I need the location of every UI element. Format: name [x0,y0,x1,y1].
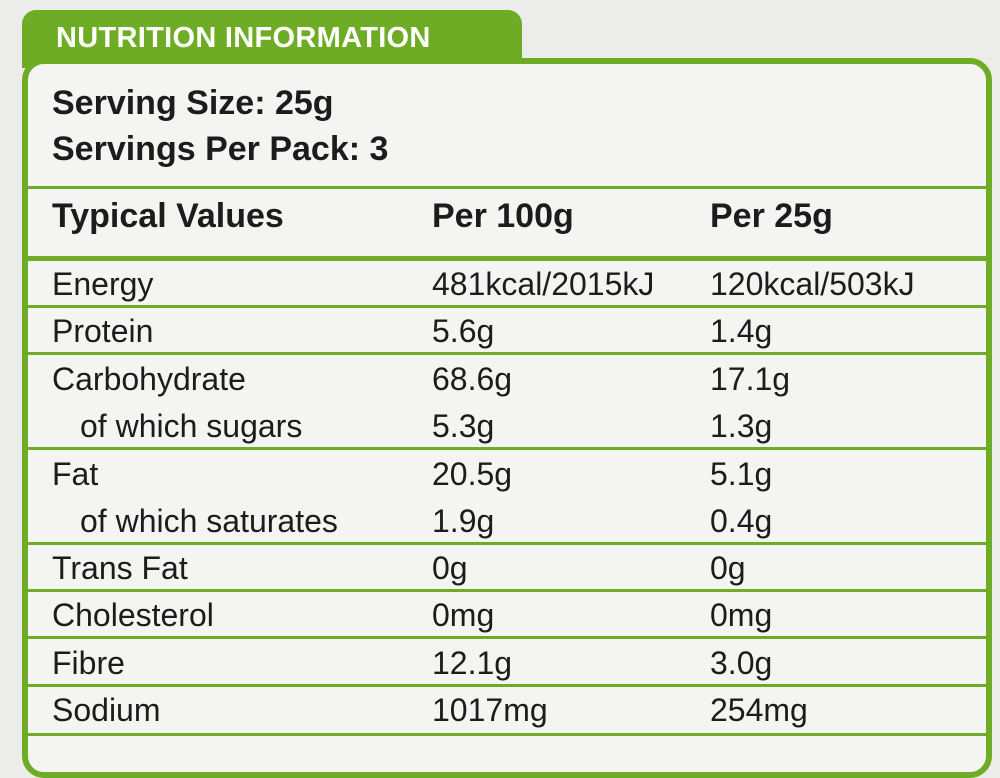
nutrient-name: of which sugars [80,408,303,444]
header-per-25g: Per 25g [710,197,833,235]
per-100g-value: 0g [432,550,468,586]
nutrient-name: Protein [52,313,154,349]
per-100g-value: 5.3g [432,408,495,444]
per-25g-value: 120kcal/503kJ [710,266,915,302]
row-divider-line [28,542,992,545]
per-25g-value: 1.4g [710,313,773,349]
per-100g-value: 1.9g [432,503,495,539]
row-divider-line [28,589,992,592]
row-divider-line [28,733,992,736]
header-per-100g: Per 100g [432,197,574,235]
serving-size: Serving Size: 25g [52,84,334,122]
per-25g-value: 5.1g [710,456,773,492]
per-25g-value: 3.0g [710,645,773,681]
per-25g-value: 254mg [710,692,808,728]
per-25g-value: 0mg [710,597,773,633]
row-divider-line [28,305,992,308]
divider-line [28,186,992,189]
nutrition-panel [22,58,992,778]
nutrient-name: Fat [52,456,99,492]
per-25g-value: 17.1g [710,361,791,397]
per-100g-value: 0mg [432,597,495,633]
nutrition-title: NUTRITION INFORMATION [56,22,431,54]
per-25g-value: 0g [710,550,746,586]
nutrient-name: Carbohydrate [52,361,246,397]
row-divider-line [28,352,992,355]
nutrient-name: of which saturates [80,503,338,539]
per-100g-value: 68.6g [432,361,513,397]
per-100g-value: 1017mg [432,692,548,728]
nutrient-name: Trans Fat [52,550,188,586]
header-typical-values: Typical Values [52,197,284,235]
nutrient-name: Energy [52,266,154,302]
row-divider-line [28,447,992,450]
nutrient-name: Cholesterol [52,597,214,633]
per-25g-value: 0.4g [710,503,773,539]
per-100g-value: 20.5g [432,456,513,492]
row-divider-line [28,684,992,687]
per-100g-value: 481kcal/2015kJ [432,266,655,302]
nutrient-name: Sodium [52,692,161,728]
header-divider-line [28,256,992,261]
servings-per-pack: Servings Per Pack: 3 [52,130,389,168]
per-25g-value: 1.3g [710,408,773,444]
per-100g-value: 12.1g [432,645,513,681]
nutrient-name: Fibre [52,645,125,681]
row-divider-line [28,636,992,639]
per-100g-value: 5.6g [432,313,495,349]
